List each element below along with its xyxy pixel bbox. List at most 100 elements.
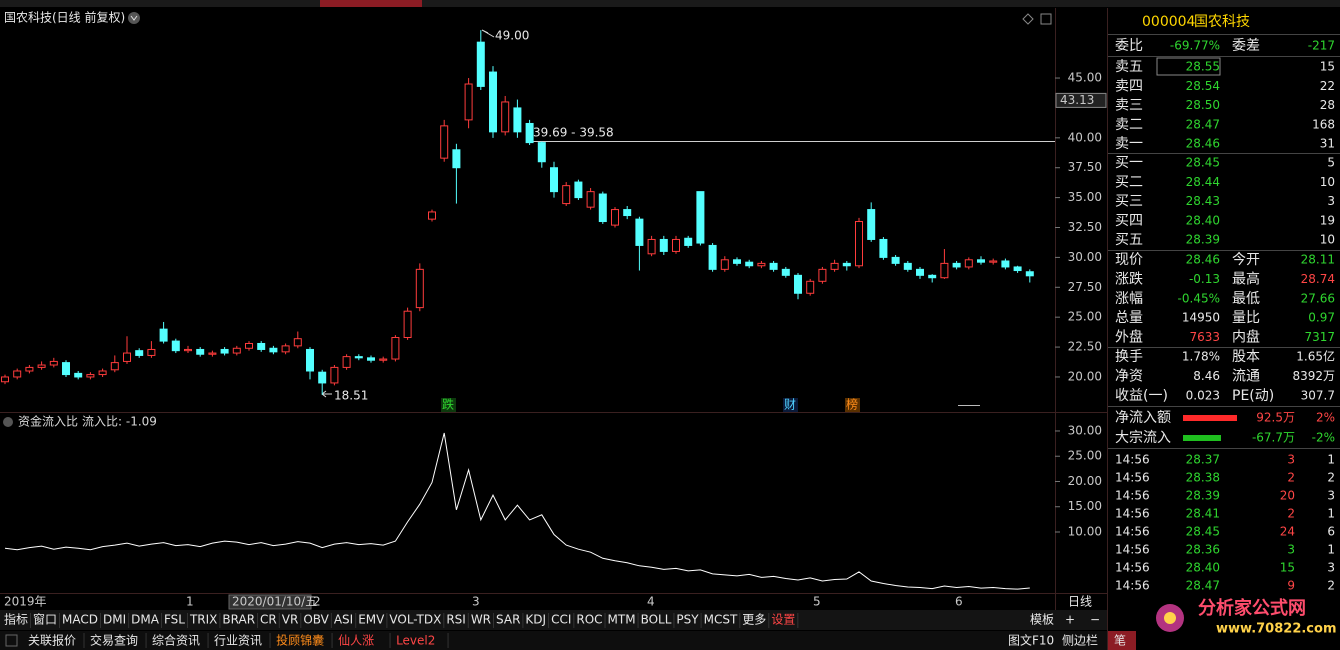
toolbar-tab[interactable]: TRIX xyxy=(189,613,217,627)
y-tick-label: 20.00 xyxy=(1068,369,1102,383)
icon-window[interactable] xyxy=(1040,13,1052,25)
toolbar-right[interactable]: 模板 xyxy=(1030,613,1054,627)
candle-body xyxy=(25,366,34,372)
bottom-right[interactable]: 笔 xyxy=(1114,633,1126,648)
candle-body xyxy=(550,167,558,193)
candle-body xyxy=(623,209,632,217)
toolbar-tab[interactable]: VOL-TDX xyxy=(389,613,441,627)
toolbar-tab[interactable]: EMV xyxy=(358,613,385,627)
x-tick-label: 2019年 xyxy=(4,595,47,609)
toolbar-tab[interactable]: KDJ xyxy=(525,613,546,627)
y-tick-label: 20.00 xyxy=(1068,474,1102,488)
toolbar-tab[interactable]: 设置 xyxy=(771,613,795,627)
toolbar-tab[interactable]: CCI xyxy=(551,613,571,627)
bottom-tab[interactable]: 行业资讯 xyxy=(214,634,262,648)
trade-count: 1 xyxy=(1327,543,1335,557)
stat-value: 0.023 xyxy=(1186,388,1220,402)
candle-body xyxy=(757,262,766,267)
toolbar-tab[interactable]: CR xyxy=(260,613,277,627)
y-tick-label: 25.00 xyxy=(1068,449,1102,463)
candle-body xyxy=(184,348,192,352)
book-volume: 168 xyxy=(1312,117,1335,131)
candle-body xyxy=(354,356,363,359)
bottom-tab[interactable]: Level2 xyxy=(396,634,435,648)
toolbar-tab[interactable]: ASI xyxy=(334,613,353,627)
toolbar-tab[interactable]: FSL xyxy=(164,613,185,627)
trade-price: 28.47 xyxy=(1186,579,1220,593)
book-label: 卖二 xyxy=(1115,117,1143,133)
x-tick-label: 6 xyxy=(955,595,963,609)
toolbar-tab[interactable]: DMI xyxy=(103,613,126,627)
candle-body xyxy=(49,360,58,366)
candle-body xyxy=(379,358,388,361)
stat-label: 最低 xyxy=(1232,291,1260,307)
toolbar-tab[interactable]: RSI xyxy=(446,613,466,627)
flow-amount: 92.5万 xyxy=(1256,411,1295,425)
bottom-tab[interactable]: 仙人涨 xyxy=(338,633,374,648)
candle-body xyxy=(440,125,449,159)
toolbar-tab[interactable]: PSY xyxy=(676,613,699,627)
toolbar-tab[interactable]: VR xyxy=(282,613,299,627)
toolbar-tab[interactable]: WR xyxy=(471,613,491,627)
toolbar-tab[interactable]: 更多 xyxy=(742,613,766,627)
trade-volume: 2 xyxy=(1287,471,1295,485)
stat-label: 内盘 xyxy=(1232,329,1260,346)
trade-price: 28.38 xyxy=(1186,471,1220,485)
candle-body xyxy=(830,262,839,270)
toolbar-tab[interactable]: OBV xyxy=(303,613,329,627)
candle-body xyxy=(659,238,668,252)
value: -69.77% xyxy=(1170,39,1220,53)
candle-body xyxy=(1001,260,1010,268)
stat-value: 14950 xyxy=(1182,311,1220,325)
bottom-tab[interactable]: 综合资讯 xyxy=(152,633,200,648)
stat-label: 总量 xyxy=(1115,310,1143,326)
trade-volume: 20 xyxy=(1280,489,1295,503)
pen-box xyxy=(1108,631,1136,650)
candle-body xyxy=(415,268,424,309)
trade-time: 14:56 xyxy=(1115,579,1150,593)
trade-count: 2 xyxy=(1327,471,1335,485)
candle-body xyxy=(13,370,22,378)
x-tick-label: 5 xyxy=(813,595,821,609)
trade-time: 14:56 xyxy=(1115,471,1150,485)
y-tick-label: 37.50 xyxy=(1068,160,1102,174)
candle-body xyxy=(1025,271,1034,277)
flow-amount: -67.7万 xyxy=(1252,431,1295,445)
toolbar-right[interactable]: + xyxy=(1065,613,1075,627)
bottom-tab[interactable]: 交易查询 xyxy=(90,633,138,648)
toolbar-right[interactable]: − xyxy=(1090,613,1100,627)
candle-body xyxy=(123,352,131,362)
bottom-right[interactable]: 图文F10 xyxy=(1008,633,1054,648)
trade-price: 28.45 xyxy=(1186,525,1220,539)
candle-body xyxy=(525,122,534,144)
trade-time: 14:56 xyxy=(1115,507,1150,521)
bottom-right[interactable]: 侧边栏 xyxy=(1062,633,1098,648)
stock-code: 000004 xyxy=(1142,14,1196,30)
candle-body xyxy=(855,221,863,267)
toolbar-tab[interactable]: BRAR xyxy=(222,613,255,627)
stat-label: 涨跌 xyxy=(1115,271,1143,287)
book-label: 卖五 xyxy=(1115,59,1143,75)
icon-diamond[interactable] xyxy=(1022,13,1034,25)
candle-body xyxy=(62,362,70,376)
toolbar-tab[interactable]: ROC xyxy=(576,613,602,627)
bottom-tab[interactable]: 关联报价 xyxy=(28,633,76,648)
candle-body xyxy=(245,342,253,349)
title-menu[interactable] xyxy=(128,12,140,24)
toolbar-tab[interactable]: 指标 xyxy=(4,612,28,627)
toolbar-tab[interactable]: MACD xyxy=(62,613,98,627)
value: -217 xyxy=(1308,39,1335,53)
book-label: 买四 xyxy=(1115,213,1143,229)
toolbar-tab[interactable]: 窗口 xyxy=(33,613,57,627)
trade-count: 1 xyxy=(1327,507,1335,521)
stat-value: 7633 xyxy=(1189,330,1220,344)
toolbar-tab[interactable]: SAR xyxy=(496,613,520,627)
toolbar-tab[interactable]: MTM xyxy=(608,613,636,627)
toolbar-tab[interactable]: MCST xyxy=(704,613,738,627)
toolbar-tab[interactable]: BOLL xyxy=(641,613,672,627)
candle-body xyxy=(1013,266,1022,272)
cursor-price: 43.13 xyxy=(1060,93,1094,107)
toolbar-tab[interactable]: DMA xyxy=(131,613,160,627)
bottom-tab[interactable]: 投顾锦囊 xyxy=(276,633,324,648)
indicator-menu[interactable] xyxy=(3,417,13,427)
